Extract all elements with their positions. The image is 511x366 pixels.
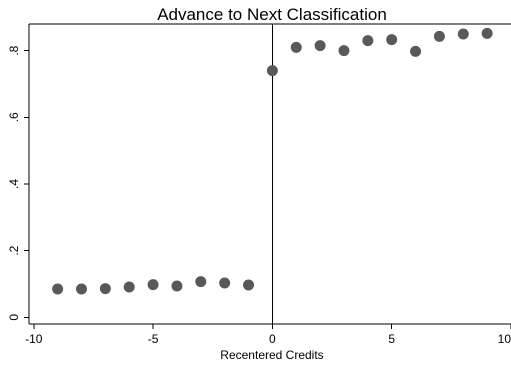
data-point	[314, 40, 326, 52]
data-point	[410, 45, 422, 57]
data-point	[266, 65, 278, 77]
chart-title: Advance to Next Classification	[157, 5, 387, 24]
data-point	[99, 283, 111, 295]
x-tick-label: 10	[498, 332, 511, 346]
x-tick-label: -5	[148, 332, 159, 346]
data-point	[481, 27, 493, 39]
x-axis-title: Recentered Credits	[220, 348, 323, 362]
plot-frame	[28, 23, 511, 325]
data-point	[433, 30, 445, 42]
data-point	[75, 283, 87, 295]
x-tick-label: 5	[388, 332, 395, 346]
data-point	[290, 41, 302, 53]
data-point	[52, 283, 64, 295]
y-axis: 0 .2 .4 .6 .8	[7, 45, 29, 321]
x-tick-label: -10	[25, 332, 43, 346]
data-point	[457, 28, 469, 40]
data-point	[219, 277, 231, 289]
data-point	[195, 276, 207, 288]
data-point	[338, 45, 350, 57]
x-axis: -10 -5 0 5 10	[25, 324, 511, 346]
data-point	[123, 281, 135, 293]
x-tick-label: 0	[269, 332, 276, 346]
y-tick-label: .8	[7, 45, 21, 55]
y-tick-label: .2	[7, 245, 21, 255]
y-tick-label: 0	[7, 314, 21, 321]
data-point	[362, 35, 374, 47]
data-point	[171, 280, 183, 292]
data-points	[52, 27, 493, 295]
data-point	[147, 279, 159, 291]
data-point	[243, 279, 255, 291]
y-tick-label: .6	[7, 112, 21, 122]
y-tick-label: .4	[7, 179, 21, 189]
data-point	[386, 34, 398, 46]
